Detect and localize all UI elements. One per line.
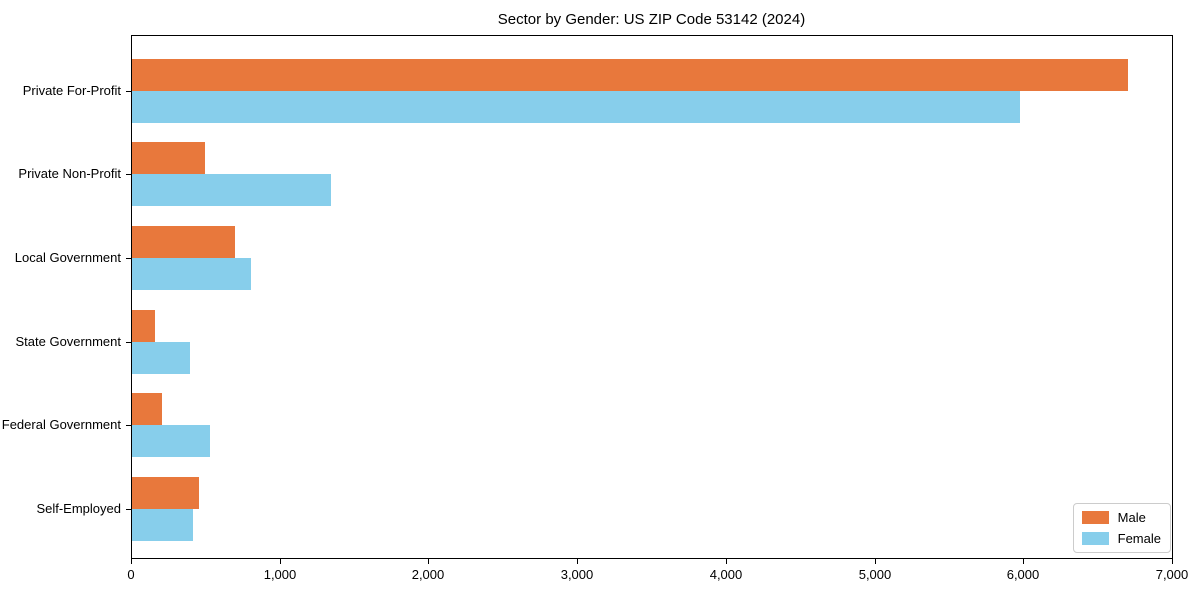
bar-male-self-employed [132, 477, 199, 509]
x-tick-mark [577, 559, 578, 564]
bar-male-local-government [132, 225, 235, 258]
y-tick-label-private-non-profit: Private Non-Profit [18, 166, 121, 182]
female-series-swatch [1081, 532, 1109, 545]
x-tick-label-6-000: 6,000 [1006, 567, 1040, 582]
x-tick-mark [726, 559, 727, 564]
x-tick-mark [428, 559, 429, 564]
bar-female-state-government [132, 341, 190, 374]
legend-label-male: Male [1117, 510, 1146, 525]
x-tick-label-7-000: 7,000 [1155, 567, 1189, 582]
y-tick-label-state-government: State Government [15, 333, 122, 349]
x-tick-label-3-000: 3,000 [560, 567, 594, 582]
x-tick-mark [280, 559, 281, 564]
bar-male-private-for-profit [132, 58, 1128, 91]
bar-female-local-government [132, 257, 251, 290]
x-tick-label-5-000: 5,000 [858, 567, 892, 582]
y-tick-mark [126, 90, 131, 92]
y-tick-label-federal-government: Federal Government [1, 417, 121, 433]
x-tick-mark [1172, 559, 1173, 564]
male-series-swatch [1081, 511, 1109, 524]
y-tick-mark [126, 341, 131, 343]
x-tick-mark [875, 559, 876, 564]
bar-male-federal-government [132, 393, 162, 426]
y-tick-label-self-employed: Self-Employed [36, 501, 121, 516]
y-tick-mark [126, 509, 131, 510]
legend: Male Female [1072, 503, 1171, 553]
x-tick-label-2-000: 2,000 [411, 567, 445, 582]
legend-entry-male: Male [1081, 510, 1161, 525]
bar-female-self-employed [132, 509, 193, 541]
y-tick-mark [126, 174, 131, 176]
bar-male-state-government [132, 309, 155, 342]
y-tick-label-private-for-profit: Private For-Profit [22, 82, 121, 98]
legend-entry-female: Female [1081, 531, 1161, 546]
x-tick-label-4-000: 4,000 [709, 567, 743, 582]
bar-female-private-non-profit [132, 174, 331, 207]
y-tick-mark [126, 257, 131, 259]
y-tick-label-local-government: Local Government [14, 249, 121, 265]
y-tick-mark [126, 425, 131, 427]
bar-male-private-non-profit [132, 142, 205, 175]
bar-female-private-for-profit [132, 90, 1020, 123]
x-tick-label-1-000: 1,000 [263, 567, 297, 582]
x-tick-mark [1023, 559, 1024, 564]
legend-label-female: Female [1117, 531, 1161, 546]
bar-female-federal-government [132, 425, 210, 458]
x-tick-label-0: 0 [127, 567, 135, 582]
chart-title: Sector by Gender: US ZIP Code 53142 (202… [497, 11, 806, 28]
x-tick-mark [131, 559, 132, 564]
